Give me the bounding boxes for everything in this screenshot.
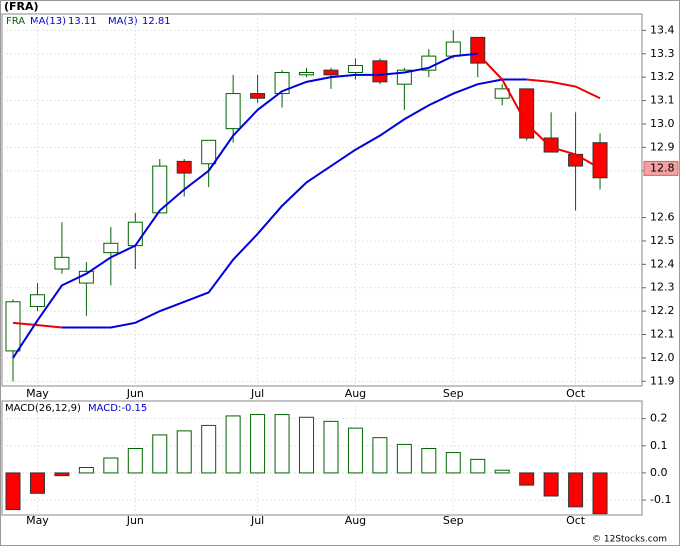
candle-body [127,221,143,247]
ma-line [477,53,601,170]
macd-bar [103,457,119,474]
macd-bar [29,472,45,494]
y-tick-label: 0.1 [650,439,668,452]
macd-bar [519,472,535,486]
y-tick-label: 13.2 [650,70,675,83]
legend-entry: MA(3) [108,16,138,27]
y-tick-label: -0.1 [650,493,671,506]
candle-body [29,294,45,307]
ma-line [12,321,63,329]
macd-bar [421,448,437,474]
last-price-label: 12.8 [650,161,675,174]
macd-bar [372,437,388,474]
candle-body [274,71,290,95]
macd-bar [592,472,608,515]
candle-body [54,256,70,270]
y-tick-label: 13.3 [650,47,675,60]
macd-bar [543,472,559,497]
x-tick-label: Jul [250,387,264,400]
candle-body [592,142,608,179]
y-tick-label: 13.1 [650,94,675,107]
price-panel [1,13,643,387]
y-tick-label: 13.4 [650,23,675,36]
macd-bar [5,472,21,511]
chart-title: (FRA) [4,0,39,13]
y-tick-label: 13.0 [650,117,675,130]
macd-bar [201,424,217,474]
y-tick-label: 0.0 [650,466,668,479]
candle-body [323,69,339,76]
candle-body [103,242,119,254]
macd-value-label: MACD:-0.15 [88,403,147,414]
candle-body [176,160,192,174]
macd-panel [1,400,643,516]
x-tick-label: Sep [443,514,464,527]
legend-value: 13.11 [68,16,97,27]
x-tick-label: Jul [250,514,264,527]
macd-legend: MACD(26,12,9) [5,403,81,414]
x-tick-label: Aug [345,514,366,527]
candle-body [225,93,241,130]
legend-value: 12.81 [142,16,171,27]
macd-bar [176,430,192,474]
y-tick-label: 12.1 [650,328,675,341]
candle-body [5,301,21,352]
macd-bar [347,427,363,474]
macd-bar [274,414,290,474]
candle-body [250,93,266,99]
ma-line [12,52,478,359]
candle-body [347,64,363,73]
y-tick-label: 12.4 [650,257,675,270]
macd-bar [152,434,168,474]
x-tick-label: Sep [443,387,464,400]
macd-bar [225,415,241,474]
macd-bar [323,420,339,474]
y-tick-label: 11.9 [650,374,675,387]
y-tick-label: 0.2 [650,412,668,425]
macd-bar [396,443,412,474]
macd-bar [54,472,70,477]
macd-bar [494,469,510,474]
y-tick-label: 12.6 [650,211,675,224]
x-tick-label: Oct [566,387,586,400]
candle-body [519,88,535,139]
x-tick-label: Oct [566,514,586,527]
legend-ticker: FRA [6,16,25,27]
macd-bar [470,458,486,474]
y-tick-label: 12.5 [650,234,675,247]
macd-bar [568,472,584,508]
macd-bar [445,452,461,474]
ma-line [61,78,527,329]
x-tick-label: May [26,514,49,527]
legend-entry: MA(13) [30,16,66,27]
macd-bar [250,414,266,474]
y-tick-label: 12.9 [650,140,675,153]
x-tick-label: Jun [126,514,144,527]
candle-body [152,165,168,214]
candle-body [201,139,217,165]
y-tick-label: 12.0 [650,351,675,364]
macd-bar [127,448,143,474]
candle-body [299,71,315,76]
y-tick-label: 12.2 [650,304,675,317]
candle-body [372,60,388,83]
candle-body [445,41,461,57]
x-tick-label: Aug [345,387,366,400]
x-tick-label: May [26,387,49,400]
ma-line [526,78,601,100]
y-tick-label: 12.3 [650,281,675,294]
x-tick-label: Jun [126,387,144,400]
last-price-box [643,160,679,176]
candle-body [543,137,559,153]
macd-bar [299,416,315,474]
macd-bar [78,467,94,474]
footer: © 12Stocks.com [592,535,667,545]
